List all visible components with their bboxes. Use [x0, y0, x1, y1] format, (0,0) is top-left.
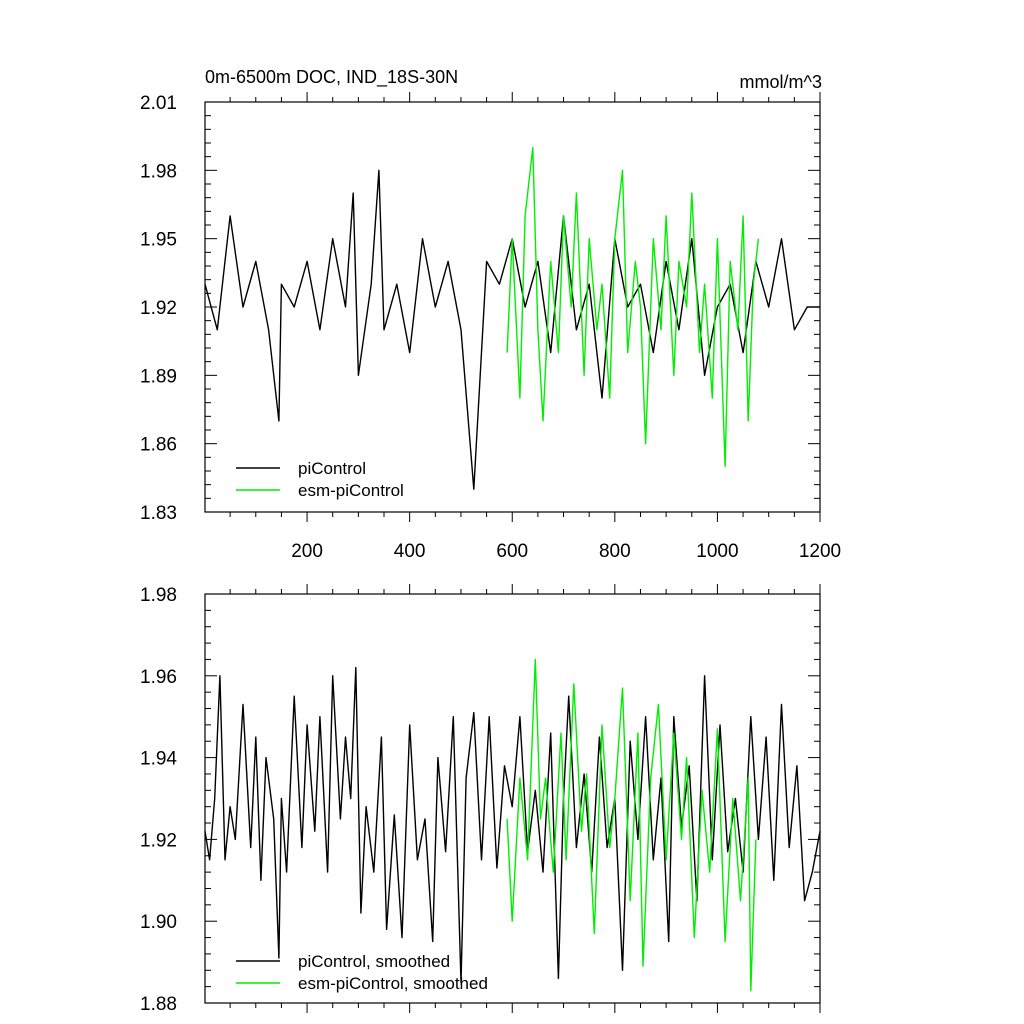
legend-label-picontrol: piControl: [298, 459, 366, 478]
bottom-panel: 1.98 1.96 1.94 1.92 1.90 1.88 piControl, smoo…: [140, 584, 820, 1015]
y-tick-label: 2.01: [140, 93, 177, 114]
y-tick-label: 1.98: [140, 161, 177, 182]
x-tick-label: 200: [291, 541, 323, 562]
y-tick-label: 1.94: [140, 749, 177, 770]
y-tick-label: 1.92: [140, 298, 177, 319]
y-tick-label: 1.83: [140, 503, 177, 524]
y-tick-label: 1.96: [140, 667, 177, 688]
series-line-bottom-esm-picontrol: [507, 659, 756, 990]
x-tick-label: 400: [394, 541, 426, 562]
units-label: mmol/m^3: [740, 72, 822, 92]
x-tick-label: 1200: [799, 541, 841, 562]
legend-label-esm-picontrol: esm-piControl: [298, 481, 404, 500]
series-line-top-picontrol: [205, 170, 820, 489]
y-tick-label: 1.95: [140, 230, 177, 251]
x-tick-label: 600: [496, 541, 528, 562]
legend-label-picontrol-smoothed: piControl, smoothed: [298, 952, 450, 971]
y-tick-label: 1.86: [140, 435, 177, 456]
y-tick-label: 1.92: [140, 830, 177, 851]
x-tick-label: 800: [599, 541, 631, 562]
y-tick-label: 1.89: [140, 366, 177, 387]
x-tick-label: 1000: [696, 541, 738, 562]
series-line-bottom-picontrol: [205, 668, 820, 983]
y-tick-label: 1.90: [140, 912, 177, 933]
y-tick-label: 1.98: [140, 585, 177, 606]
top-panel: 0m-6500m DOC, IND_18S-30N mmol/m^3 2.01 1…: [140, 67, 841, 562]
chart-title: 0m-6500m DOC, IND_18S-30N: [205, 67, 458, 88]
legend-label-esm-picontrol-smoothed: esm-piControl, smoothed: [298, 974, 488, 993]
plot-frame: [205, 102, 820, 512]
y-tick-label: 1.88: [140, 994, 177, 1015]
